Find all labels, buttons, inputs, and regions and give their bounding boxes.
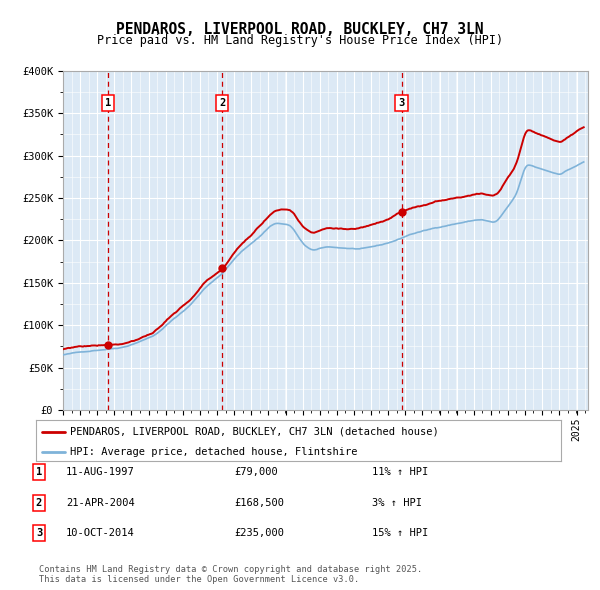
Text: 11% ↑ HPI: 11% ↑ HPI: [372, 467, 428, 477]
Text: 3: 3: [36, 529, 42, 538]
Text: PENDAROS, LIVERPOOL ROAD, BUCKLEY, CH7 3LN: PENDAROS, LIVERPOOL ROAD, BUCKLEY, CH7 3…: [116, 22, 484, 37]
Text: £79,000: £79,000: [234, 467, 278, 477]
Text: £235,000: £235,000: [234, 529, 284, 538]
Text: 1: 1: [104, 98, 111, 108]
Text: 10-OCT-2014: 10-OCT-2014: [66, 529, 135, 538]
Text: Price paid vs. HM Land Registry's House Price Index (HPI): Price paid vs. HM Land Registry's House …: [97, 34, 503, 47]
Text: £168,500: £168,500: [234, 498, 284, 507]
Text: Contains HM Land Registry data © Crown copyright and database right 2025.
This d: Contains HM Land Registry data © Crown c…: [39, 565, 422, 584]
Text: PENDAROS, LIVERPOOL ROAD, BUCKLEY, CH7 3LN (detached house): PENDAROS, LIVERPOOL ROAD, BUCKLEY, CH7 3…: [70, 427, 439, 437]
Text: 11-AUG-1997: 11-AUG-1997: [66, 467, 135, 477]
Text: 15% ↑ HPI: 15% ↑ HPI: [372, 529, 428, 538]
Text: 21-APR-2004: 21-APR-2004: [66, 498, 135, 507]
Text: 3% ↑ HPI: 3% ↑ HPI: [372, 498, 422, 507]
Text: 3: 3: [398, 98, 404, 108]
Text: 1: 1: [36, 467, 42, 477]
Text: HPI: Average price, detached house, Flintshire: HPI: Average price, detached house, Flin…: [70, 447, 358, 457]
Text: 2: 2: [36, 498, 42, 507]
Text: 2: 2: [219, 98, 226, 108]
